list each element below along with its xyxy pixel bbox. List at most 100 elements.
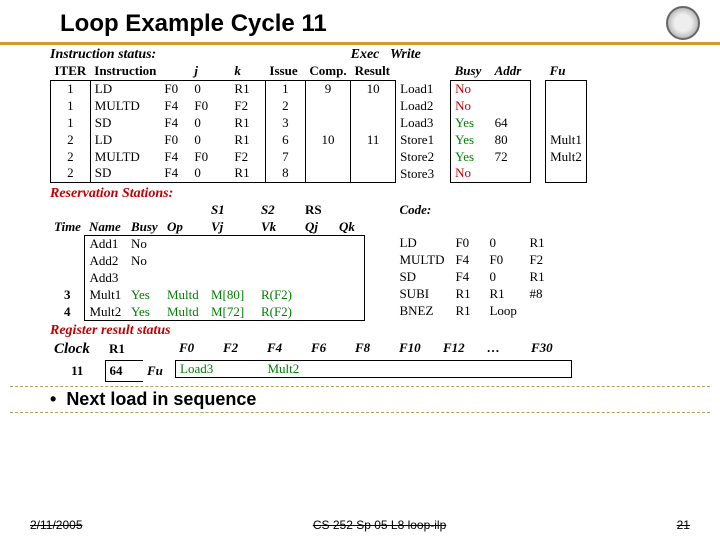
- table-cell: F0: [190, 148, 230, 165]
- table-cell: [207, 270, 257, 287]
- reg-col-header: F6: [307, 339, 351, 356]
- table-cell: R(F2): [257, 287, 301, 304]
- reg-r1-label: R1: [105, 339, 143, 360]
- table-cell: 2: [51, 131, 91, 148]
- rs-hdr-vj: Vj: [207, 219, 257, 236]
- table-cell: [257, 270, 301, 287]
- reg-r1-value: 64: [105, 360, 143, 381]
- section-instruction-status: Instruction status:: [50, 47, 340, 63]
- table-cell: [351, 97, 396, 114]
- table-cell: R1: [525, 269, 559, 286]
- table-cell: Multd: [163, 304, 207, 321]
- reg-col-header: F30: [527, 339, 571, 356]
- table-cell: 64: [491, 114, 531, 131]
- table-cell: 3: [265, 114, 305, 131]
- table-cell: [491, 165, 531, 182]
- table-cell: [491, 97, 531, 114]
- table-cell: F2: [230, 97, 265, 114]
- table-cell: [546, 165, 587, 182]
- table-cell: 1: [51, 97, 91, 114]
- table-cell: 1: [51, 80, 91, 97]
- table-cell: No: [451, 80, 491, 97]
- reg-col-header: F12: [439, 339, 483, 356]
- table-cell: 11: [351, 131, 396, 148]
- logo-seal: [666, 6, 700, 40]
- hdr-addr: Addr: [491, 63, 531, 80]
- table-cell: 2: [265, 97, 305, 114]
- reg-value-cell: Mult2: [264, 361, 308, 378]
- bullet-content: Next load in sequence: [66, 389, 256, 409]
- table-cell: 1: [51, 114, 91, 131]
- instruction-status-table: ITER Instruction j k Issue Comp. Result …: [50, 63, 587, 183]
- table-cell: Yes: [127, 287, 163, 304]
- table-cell: [335, 253, 365, 270]
- table-cell: F2: [525, 252, 559, 269]
- table-cell: [301, 236, 335, 253]
- table-cell: Add3: [85, 270, 127, 287]
- table-cell: 6: [265, 131, 305, 148]
- reg-value-cell: [220, 361, 264, 378]
- hdr-result: Result: [351, 63, 396, 80]
- hdr-iter: ITER: [51, 63, 91, 80]
- table-cell: 10: [351, 80, 396, 97]
- table-cell: 0: [190, 80, 230, 97]
- table-cell: LD: [395, 235, 451, 252]
- reg-col-header: F10: [395, 339, 439, 356]
- table-cell: F2: [230, 148, 265, 165]
- reg-col-header: …: [483, 339, 527, 356]
- table-cell: Yes: [451, 131, 491, 148]
- table-cell: R1: [230, 165, 265, 182]
- table-cell: LD: [90, 80, 160, 97]
- table-cell: Load2: [396, 97, 451, 114]
- table-cell: [351, 148, 396, 165]
- table-cell: LD: [90, 131, 160, 148]
- table-cell: R1: [451, 286, 485, 303]
- table-cell: [301, 253, 335, 270]
- rs-hdr-rs: RS: [301, 202, 335, 219]
- table-cell: [207, 253, 257, 270]
- table-cell: [491, 80, 531, 97]
- table-cell: R1: [230, 131, 265, 148]
- table-cell: F0: [451, 235, 485, 252]
- register-result-table: Clock R1 F0F2F4F6F8F10F12…F30 11 64 Fu L…: [50, 339, 577, 382]
- table-cell: [351, 114, 396, 131]
- table-cell: [207, 236, 257, 253]
- reg-col-header: F0: [175, 339, 219, 356]
- table-cell: R1: [451, 303, 485, 320]
- table-cell: MULTD: [90, 148, 160, 165]
- table-cell: [163, 236, 207, 253]
- table-cell: F4: [160, 114, 190, 131]
- table-cell: [335, 287, 365, 304]
- table-cell: [305, 165, 350, 182]
- table-cell: 2: [51, 148, 91, 165]
- table-cell: Multd: [163, 287, 207, 304]
- table-cell: [50, 270, 85, 287]
- table-cell: SD: [90, 165, 160, 182]
- footer-course: CS 252 Sp 05 L8 loop-ilp: [313, 518, 446, 532]
- table-cell: No: [127, 253, 163, 270]
- hdr-exec: Exec: [340, 47, 390, 63]
- table-cell: Store2: [396, 148, 451, 165]
- table-cell: [301, 270, 335, 287]
- reg-col-header: F8: [351, 339, 395, 356]
- table-cell: 0: [190, 131, 230, 148]
- rs-hdr-s2: S2: [257, 202, 301, 219]
- footer-date: 2/11/2005: [30, 518, 83, 532]
- table-cell: [335, 270, 365, 287]
- table-cell: 4: [50, 304, 85, 321]
- table-cell: [305, 97, 350, 114]
- code-table: Code: LDF00R1MULTDF4F0F2SDF40R1SUBIR1R1#…: [395, 202, 559, 320]
- table-cell: F4: [160, 165, 190, 182]
- table-cell: 0: [485, 269, 525, 286]
- hdr-write: Write: [390, 47, 440, 63]
- table-cell: [546, 114, 587, 131]
- table-cell: F0: [190, 97, 230, 114]
- table-cell: R1: [230, 114, 265, 131]
- table-cell: SD: [395, 269, 451, 286]
- table-cell: F4: [160, 97, 190, 114]
- table-cell: F0: [485, 252, 525, 269]
- reg-col-header: F2: [219, 339, 263, 356]
- table-cell: Add2: [85, 253, 127, 270]
- table-cell: Store3: [396, 165, 451, 182]
- table-cell: R1: [525, 235, 559, 252]
